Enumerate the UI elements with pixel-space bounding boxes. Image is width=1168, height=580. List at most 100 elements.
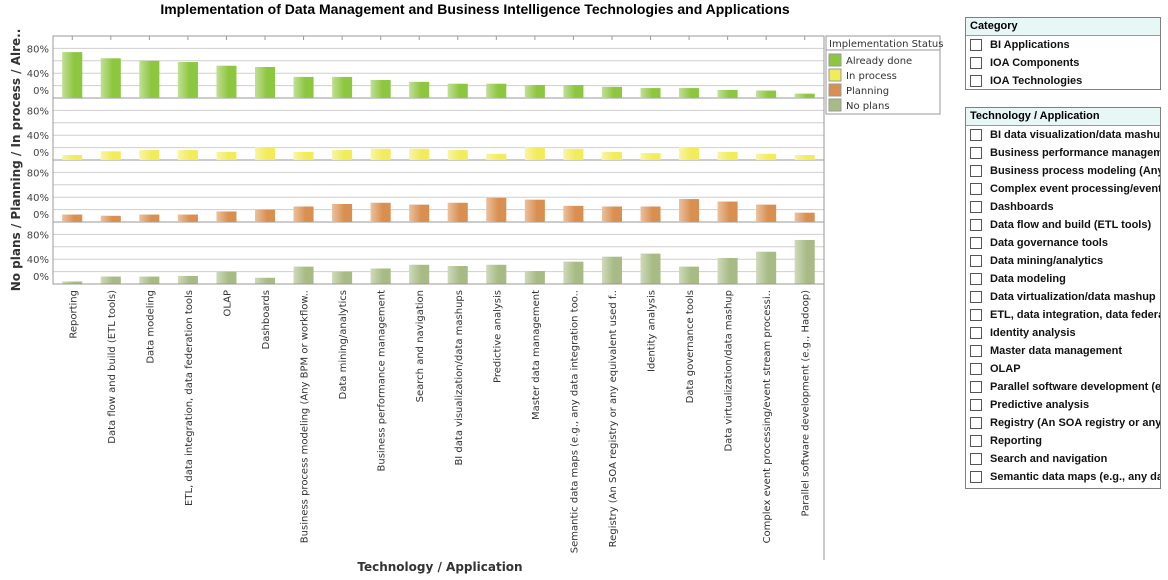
bar-highlight bbox=[717, 89, 738, 98]
bar-highlight bbox=[216, 211, 237, 222]
filter-item[interactable]: Parallel software development (e.g., Had… bbox=[966, 378, 1160, 396]
checkbox[interactable] bbox=[970, 453, 982, 465]
filter-item-label: Registry (An SOA registry or any equival… bbox=[990, 417, 1160, 429]
filter-item-label: OLAP bbox=[990, 363, 1021, 375]
filter-item[interactable]: Data mining/analytics bbox=[966, 252, 1160, 270]
checkbox[interactable] bbox=[970, 129, 982, 141]
bar-highlight bbox=[177, 150, 198, 160]
bar-highlight bbox=[486, 197, 507, 222]
bar-highlight bbox=[255, 67, 276, 98]
filter-item[interactable]: Data flow and build (ETL tools) bbox=[966, 216, 1160, 234]
checkbox[interactable] bbox=[970, 183, 982, 195]
bar-highlight bbox=[640, 153, 661, 160]
bar-highlight bbox=[370, 148, 391, 160]
bar-highlight bbox=[524, 199, 545, 222]
checkbox[interactable] bbox=[970, 471, 982, 483]
bar-highlight bbox=[216, 65, 237, 98]
checkbox[interactable] bbox=[970, 201, 982, 213]
technology-filter-panel: Technology / Application BI data visuali… bbox=[965, 107, 1161, 489]
checkbox[interactable] bbox=[970, 219, 982, 231]
bar-highlight bbox=[640, 253, 661, 284]
y-tick-label: 80% bbox=[27, 44, 49, 55]
filter-item[interactable]: Registry (An SOA registry or any equival… bbox=[966, 414, 1160, 432]
bar-highlight bbox=[409, 264, 430, 284]
bar-highlight bbox=[756, 251, 777, 284]
x-tick-label: Semantic data maps (e.g., any data integ… bbox=[569, 290, 580, 553]
bar-highlight bbox=[62, 52, 83, 98]
bar-highlight bbox=[717, 151, 738, 160]
technology-filter-title: Technology / Application bbox=[966, 108, 1160, 126]
panel-in-process: 80% 40% 0% bbox=[27, 106, 824, 161]
bar-highlight bbox=[293, 206, 314, 222]
filter-item[interactable]: Master data management bbox=[966, 342, 1160, 360]
filter-item[interactable]: Business process modeling (Any BPM or wo… bbox=[966, 162, 1160, 180]
checkbox[interactable] bbox=[970, 435, 982, 447]
filter-item[interactable]: Identity analysis bbox=[966, 324, 1160, 342]
checkbox[interactable] bbox=[970, 147, 982, 159]
legend-item[interactable]: Planning bbox=[846, 86, 889, 97]
filter-item-label: Identity analysis bbox=[990, 327, 1076, 339]
legend-swatch bbox=[828, 68, 842, 82]
bar-highlight bbox=[332, 150, 353, 160]
bar-highlight bbox=[62, 214, 83, 222]
checkbox[interactable] bbox=[970, 255, 982, 267]
filter-item-label: Data governance tools bbox=[990, 237, 1108, 249]
category-filter-title: Category bbox=[966, 18, 1160, 36]
bar-highlight bbox=[447, 266, 468, 284]
filter-item[interactable]: Complex event processing/event stream pr… bbox=[966, 180, 1160, 198]
checkbox[interactable] bbox=[970, 363, 982, 375]
bar-highlight bbox=[679, 88, 700, 98]
bar-highlight bbox=[332, 204, 353, 222]
checkbox[interactable] bbox=[970, 57, 982, 69]
bar-highlight bbox=[216, 151, 237, 160]
x-tick-label: ETL, data integration, data federation t… bbox=[184, 290, 195, 506]
y-tick-label: 40% bbox=[27, 255, 49, 266]
bar-highlight bbox=[139, 276, 160, 284]
bar-highlight bbox=[563, 261, 584, 284]
bar-highlight bbox=[601, 256, 622, 284]
legend-item[interactable]: Already done bbox=[846, 56, 912, 67]
filter-item[interactable]: Reporting bbox=[966, 432, 1160, 450]
checkbox[interactable] bbox=[970, 399, 982, 411]
filter-item[interactable]: Data modeling bbox=[966, 270, 1160, 288]
filter-item-label: Master data management bbox=[990, 345, 1123, 357]
filter-item-label: Data flow and build (ETL tools) bbox=[990, 219, 1152, 231]
filter-item[interactable]: Data governance tools bbox=[966, 234, 1160, 252]
y-tick-label: 40% bbox=[27, 69, 49, 80]
x-tick-label: Complex event processing/event stream pr… bbox=[762, 290, 773, 543]
checkbox[interactable] bbox=[970, 309, 982, 321]
checkbox[interactable] bbox=[970, 165, 982, 177]
y-tick-label: 0% bbox=[33, 148, 49, 159]
checkbox[interactable] bbox=[970, 417, 982, 429]
x-tick-label: Dashboards bbox=[261, 290, 272, 349]
chart-title: Implementation of Data Management and Bu… bbox=[160, 1, 790, 17]
checkbox[interactable] bbox=[970, 381, 982, 393]
filter-item[interactable]: IOA Components bbox=[966, 54, 1160, 72]
checkbox[interactable] bbox=[970, 39, 982, 51]
filter-item[interactable]: Semantic data maps (e.g., any data integ… bbox=[966, 468, 1160, 486]
filter-item[interactable]: Business performance management bbox=[966, 144, 1160, 162]
filter-item[interactable]: ETL, data integration, data federation t… bbox=[966, 306, 1160, 324]
checkbox[interactable] bbox=[970, 345, 982, 357]
filter-item[interactable]: Predictive analysis bbox=[966, 396, 1160, 414]
bar-highlight bbox=[409, 81, 430, 98]
panel-already-done: 80% 40% 0% bbox=[27, 44, 824, 99]
filter-item[interactable]: BI data visualization/data mashups bbox=[966, 126, 1160, 144]
filter-item[interactable]: OLAP bbox=[966, 360, 1160, 378]
checkbox[interactable] bbox=[970, 237, 982, 249]
filter-item[interactable]: Data virtualization/data mashup bbox=[966, 288, 1160, 306]
checkbox[interactable] bbox=[970, 327, 982, 339]
checkbox[interactable] bbox=[970, 291, 982, 303]
x-tick-label: Data modeling bbox=[145, 290, 156, 364]
filter-item[interactable]: BI Applications bbox=[966, 36, 1160, 54]
legend-item[interactable]: No plans bbox=[846, 101, 890, 112]
y-tick-label: 40% bbox=[27, 131, 49, 142]
x-tick-label: Data mining/analytics bbox=[338, 290, 349, 399]
filter-item[interactable]: Dashboards bbox=[966, 198, 1160, 216]
filter-item[interactable]: Search and navigation bbox=[966, 450, 1160, 468]
checkbox[interactable] bbox=[970, 75, 982, 87]
bar-highlight bbox=[486, 264, 507, 284]
filter-item[interactable]: IOA Technologies bbox=[966, 72, 1160, 90]
checkbox[interactable] bbox=[970, 273, 982, 285]
legend-item[interactable]: In process bbox=[846, 71, 897, 82]
